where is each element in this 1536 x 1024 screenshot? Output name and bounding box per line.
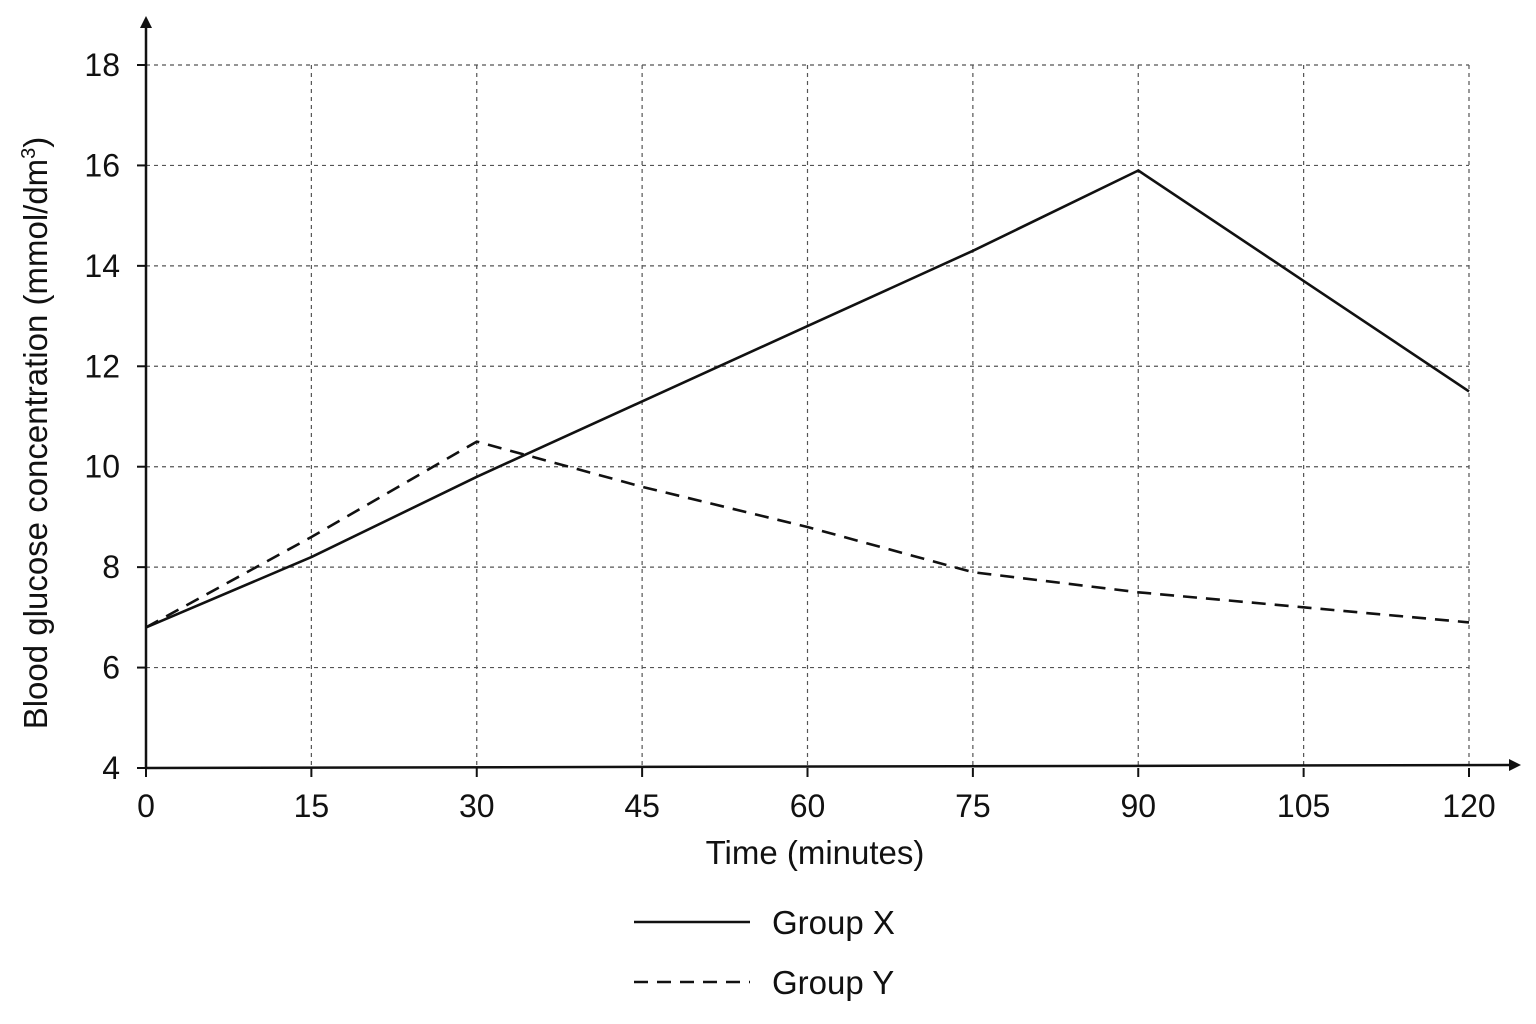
series-line-group-y <box>145 440 1470 629</box>
x-tick-label: 45 <box>624 788 660 824</box>
legend: Group X Group Y <box>634 904 895 1001</box>
legend-label-group-y: Group Y <box>772 964 894 1001</box>
x-tick-label: 120 <box>1442 788 1495 824</box>
x-tick-label: 30 <box>459 788 495 824</box>
y-tick-label: 12 <box>84 348 120 384</box>
x-tick-label: 0 <box>137 788 155 824</box>
y-axis-title-superscript: 3 <box>18 148 40 159</box>
series-line-group-x <box>145 169 1470 629</box>
x-axis-line <box>145 759 1521 772</box>
legend-label-group-x: Group X <box>772 904 895 941</box>
y-tick-label: 8 <box>102 549 120 585</box>
x-tick-label: 60 <box>790 788 826 824</box>
y-tick-label: 4 <box>102 750 120 786</box>
y-axis-title-main: Blood glucose concentration (mmol/dm <box>17 159 54 729</box>
y-axis-title: Blood glucose concentration (mmol/dm3) <box>17 137 54 730</box>
axes <box>140 16 1521 772</box>
y-tick-label: 16 <box>84 147 120 183</box>
gridlines <box>146 64 1470 768</box>
x-tick-label: 15 <box>294 788 330 824</box>
y-axis-title-end: ) <box>17 137 54 148</box>
x-tick-label: 75 <box>955 788 991 824</box>
tick-labels: 0 15 30 45 60 75 90 105 120 4 6 8 10 12 14 16 18 <box>84 47 1495 824</box>
y-tick-label: 18 <box>84 47 120 83</box>
data-series <box>145 169 1470 629</box>
y-tick-label: 6 <box>102 650 120 686</box>
x-tick-label: 105 <box>1277 788 1330 824</box>
y-tick-label: 14 <box>84 248 120 284</box>
x-axis-title: Time (minutes) <box>706 834 925 871</box>
x-tick-label: 90 <box>1120 788 1156 824</box>
y-tick-label: 10 <box>84 449 120 485</box>
